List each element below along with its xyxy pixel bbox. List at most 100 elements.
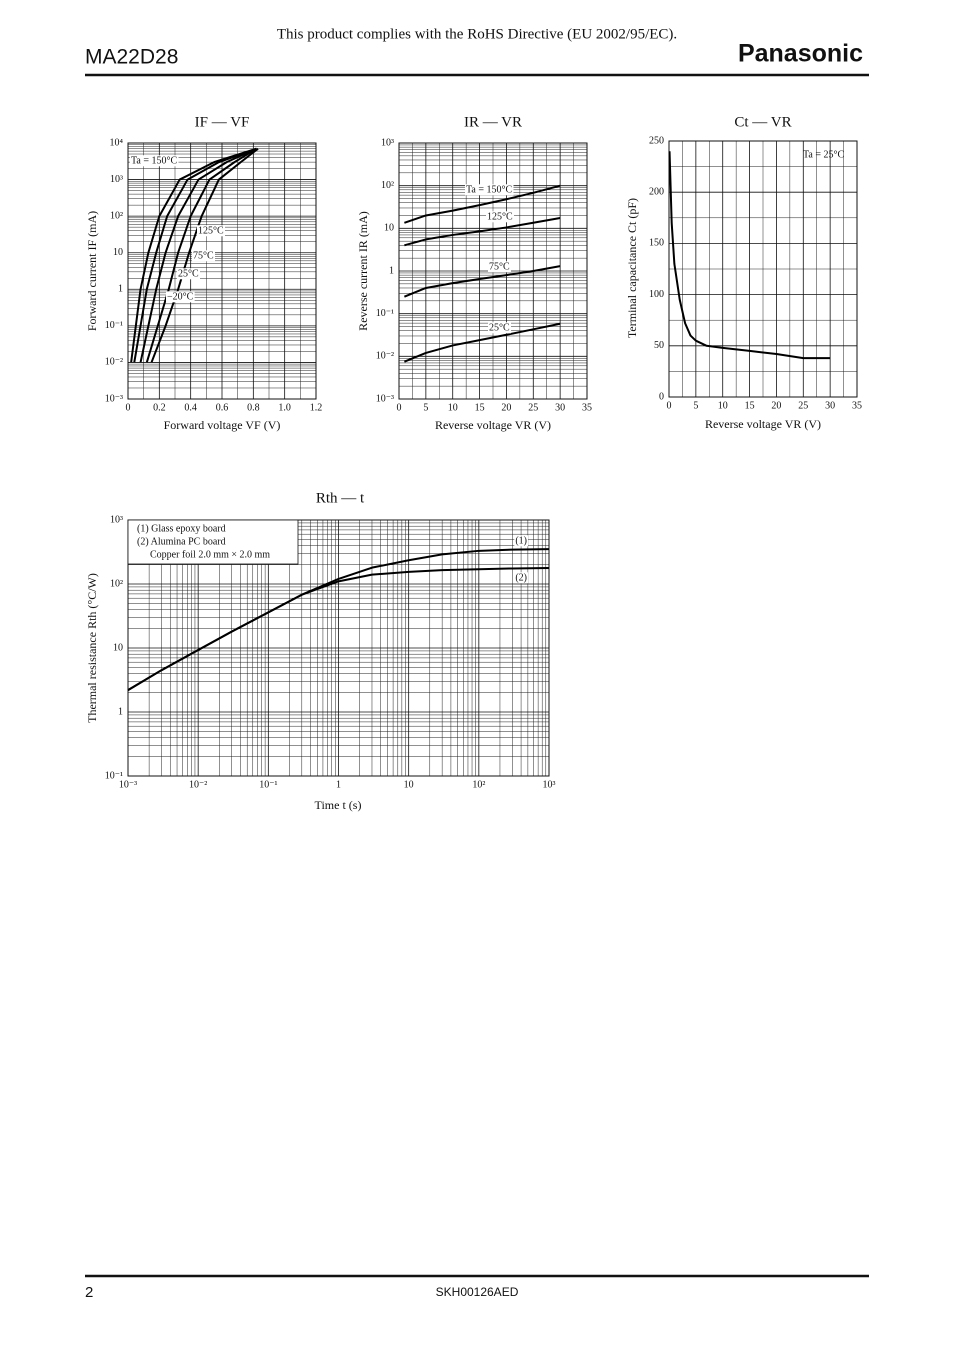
note: Copper foil 2.0 mm × 2.0 mm <box>150 549 270 560</box>
annotation: Ta = 25°C <box>803 149 844 160</box>
series-label: Ta = 150°C <box>131 155 177 166</box>
y-tick-label: 10⁻² <box>376 351 394 362</box>
series-label: 25°C <box>178 268 199 279</box>
curve <box>668 151 831 360</box>
y-axis-label: Thermal resistance Rth (°C/W) <box>85 573 99 723</box>
y-tick-label: 10³ <box>110 514 123 525</box>
x-axis-label: Forward voltage VF (V) <box>164 418 281 432</box>
x-tick-label: 25 <box>798 400 808 411</box>
label-backing <box>488 261 511 273</box>
x-tick-label: 0 <box>397 402 402 413</box>
y-tick-label: 1 <box>118 706 123 717</box>
x-tick-label: 10⁻² <box>189 779 207 790</box>
label-backing <box>514 535 528 547</box>
chart-title: Rth — t <box>316 490 365 506</box>
label-backing <box>486 211 514 223</box>
plot-frame <box>127 519 550 777</box>
series-label: (1) <box>515 535 527 546</box>
x-tick-label: 35 <box>852 400 862 411</box>
x-tick-label: 0 <box>667 400 672 411</box>
label-backing <box>465 184 514 196</box>
part-number: MA22D28 <box>85 46 178 69</box>
x-tick-label: 10 <box>718 400 728 411</box>
x-tick-label: 0.6 <box>216 402 229 413</box>
x-tick-label: 30 <box>555 402 565 413</box>
y-tick-label: 10 <box>384 223 394 234</box>
x-tick-label: 10² <box>472 779 485 790</box>
series-label: −20°C <box>167 291 194 302</box>
x-tick-label: 30 <box>825 400 835 411</box>
x-axis-label: Reverse voltage VR (V) <box>705 417 821 431</box>
page-number: 2 <box>85 1284 93 1301</box>
note: (1) Glass epoxy board <box>137 523 226 534</box>
plot-frame <box>398 142 588 400</box>
rohs-notice: This product complies with the RoHS Dire… <box>277 26 677 42</box>
y-tick-label: 10² <box>381 180 394 191</box>
x-tick-label: 0.2 <box>153 402 166 413</box>
label-backing <box>130 155 179 167</box>
x-tick-label: 15 <box>475 402 485 413</box>
x-tick-label: 10⁻¹ <box>259 779 277 790</box>
label-backing <box>514 572 528 584</box>
y-tick-label: 0 <box>659 391 664 402</box>
y-tick-label: 200 <box>649 186 664 197</box>
x-tick-label: 20 <box>501 402 511 413</box>
x-tick-label: 0 <box>126 402 131 413</box>
curve <box>133 147 257 363</box>
y-tick-label: 50 <box>654 340 664 351</box>
y-tick-label: 10 <box>113 642 123 653</box>
curve <box>404 216 561 247</box>
y-tick-label: 10⁻¹ <box>105 320 123 331</box>
curve <box>403 322 561 363</box>
y-tick-label: 10⁻² <box>105 357 123 368</box>
label-backing <box>488 322 511 334</box>
y-tick-label: 10 <box>113 247 123 258</box>
series-label: Ta = 150°C <box>466 184 512 195</box>
x-tick-label: 20 <box>771 400 781 411</box>
x-tick-label: 35 <box>582 402 592 413</box>
y-tick-label: 10⁴ <box>110 137 124 148</box>
x-axis-label: Reverse voltage VR (V) <box>435 418 551 432</box>
plot-frame <box>668 140 858 398</box>
series-label: 125°C <box>198 225 224 236</box>
x-tick-label: 10 <box>404 779 414 790</box>
label-backing <box>166 291 195 303</box>
x-tick-label: 5 <box>693 400 698 411</box>
series-label: (2) <box>515 572 527 583</box>
x-tick-label: 10³ <box>543 779 556 790</box>
x-tick-label: 25 <box>528 402 538 413</box>
x-tick-label: 5 <box>423 402 428 413</box>
curve <box>150 147 259 363</box>
x-tick-label: 1.0 <box>278 402 291 413</box>
y-tick-label: 10² <box>110 578 123 589</box>
y-tick-label: 10⁻¹ <box>376 308 394 319</box>
label-backing <box>197 225 225 237</box>
series-label: 25°C <box>489 322 510 333</box>
y-tick-label: 1 <box>389 265 394 276</box>
label-backing <box>177 268 200 280</box>
y-tick-label: 1 <box>118 284 123 295</box>
x-tick-label: 0.8 <box>247 402 260 413</box>
chart-title: IR — VR <box>464 114 522 130</box>
y-axis-label: Forward current IF (mA) <box>85 211 99 331</box>
curve <box>130 147 257 363</box>
plot-frame <box>127 142 317 400</box>
note: (2) Alumina PC board <box>137 536 226 547</box>
label-backing <box>192 250 215 262</box>
y-tick-label: 10⁻³ <box>105 393 123 404</box>
y-tick-label: 10⁻¹ <box>105 770 123 781</box>
y-axis-label: Reverse current IR (mA) <box>356 211 370 331</box>
chart-title: Ct — VR <box>734 114 791 130</box>
y-tick-label: 10³ <box>381 137 394 148</box>
x-tick-label: 0.4 <box>184 402 197 413</box>
series-label: 75°C <box>193 250 214 261</box>
x-tick-label: 1 <box>336 779 341 790</box>
x-tick-label: 10⁻³ <box>119 779 137 790</box>
chart-title: IF — VF <box>195 114 250 130</box>
y-tick-label: 250 <box>649 135 664 146</box>
x-tick-label: 1.2 <box>310 402 323 413</box>
y-tick-label: 100 <box>649 289 664 300</box>
series-label: 125°C <box>487 211 513 222</box>
notes-box <box>127 519 299 565</box>
